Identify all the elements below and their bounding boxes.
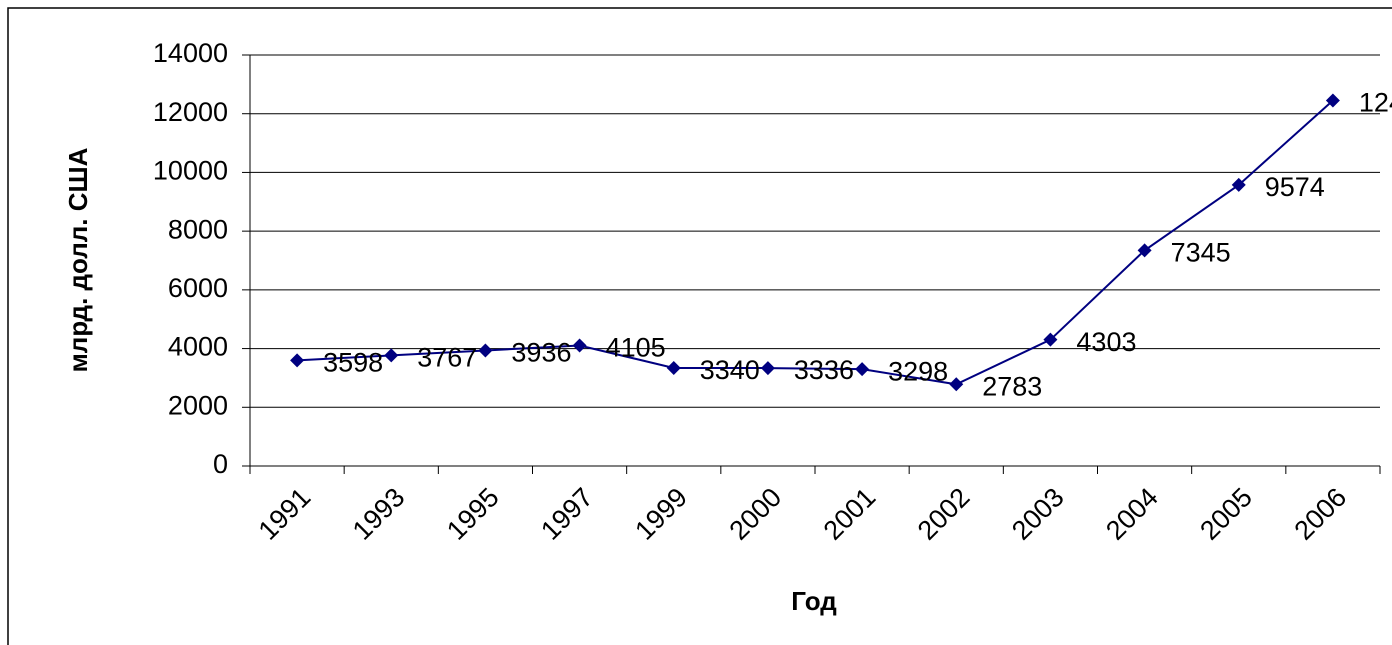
y-tick-label: 6000 bbox=[168, 273, 228, 303]
y-tick-label: 0 bbox=[213, 449, 228, 479]
data-point bbox=[666, 360, 681, 375]
data-label: 3336 bbox=[794, 355, 854, 385]
data-label: 4303 bbox=[1076, 327, 1136, 357]
y-tick-label: 14000 bbox=[153, 38, 228, 68]
data-point bbox=[478, 343, 493, 358]
data-label: 9574 bbox=[1265, 172, 1325, 202]
data-point bbox=[760, 361, 775, 376]
y-axis-label: млрд. долл. США bbox=[63, 147, 93, 372]
y-tick-label: 4000 bbox=[168, 332, 228, 362]
data-label: 7345 bbox=[1171, 237, 1231, 267]
data-label: 12449 bbox=[1359, 88, 1392, 118]
data-label: 4105 bbox=[606, 333, 666, 363]
x-axis-label: Год bbox=[791, 586, 837, 616]
data-label: 3598 bbox=[323, 347, 383, 377]
data-point bbox=[1137, 243, 1152, 258]
data-point bbox=[1231, 177, 1246, 192]
data-label: 2783 bbox=[982, 371, 1042, 401]
data-point bbox=[384, 348, 399, 363]
data-point bbox=[1043, 332, 1058, 347]
data-label: 3936 bbox=[511, 338, 571, 368]
y-tick-label: 12000 bbox=[153, 97, 228, 127]
y-tick-label: 2000 bbox=[168, 390, 228, 420]
data-point bbox=[572, 338, 587, 353]
series-line bbox=[297, 99, 1334, 386]
data-point bbox=[949, 377, 964, 392]
data-point bbox=[1325, 93, 1340, 108]
data-label: 3340 bbox=[700, 355, 760, 385]
data-label: 3767 bbox=[417, 343, 477, 373]
data-label: 3298 bbox=[888, 356, 948, 386]
data-point bbox=[855, 362, 870, 377]
y-tick-label: 8000 bbox=[168, 214, 228, 244]
y-tick-label: 10000 bbox=[153, 156, 228, 186]
data-point bbox=[290, 353, 305, 368]
